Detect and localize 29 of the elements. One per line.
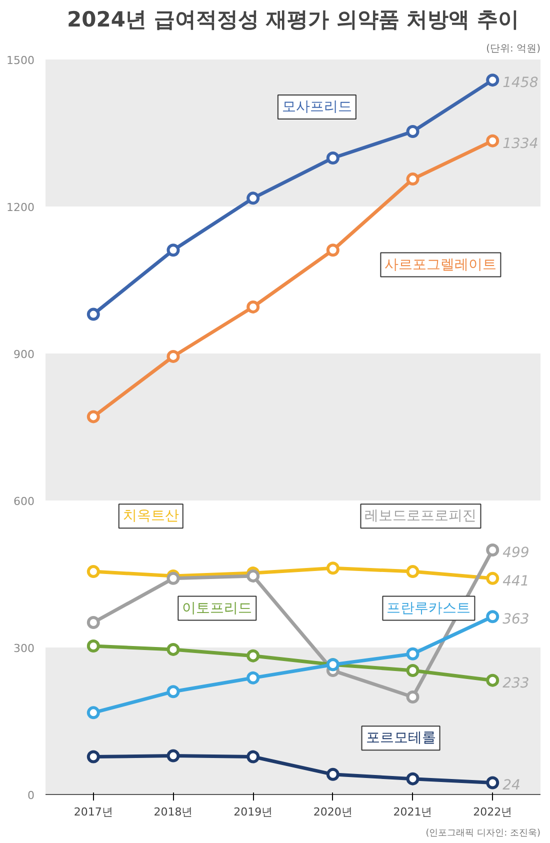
data-label: 363 [502, 612, 530, 628]
x-tick-label: 2020년 [313, 806, 352, 818]
text: 이토프리드 [182, 600, 252, 616]
data-label: 1334 [502, 136, 538, 152]
x-tick-label: 2018년 [154, 806, 193, 818]
chart-subtitle: (단위: 억원) [486, 44, 541, 54]
x-tick-label: 2022년 [473, 806, 512, 818]
text: 모사프리드 [282, 99, 352, 116]
series-label: 프란루카스트 [386, 600, 471, 616]
data-label: 441 [502, 573, 530, 590]
data-label: 24 [502, 778, 520, 794]
text: 사르포그렐레이트 [384, 256, 497, 273]
text: (인포그래픽 디자인: 조진욱) [426, 828, 541, 838]
x-tick-label: 2021년 [393, 806, 432, 818]
y-tick-label: 1200 [6, 201, 35, 214]
data-label: 1458 [502, 75, 538, 92]
y-tick-label: 1500 [6, 54, 35, 67]
data-label: 233 [502, 675, 530, 692]
y-tick-label: 0 [28, 789, 34, 802]
chart-title: 2024년 급여적정성 재평가 의약품 처방액 추이 [67, 8, 520, 32]
y-tick-label: 300 [14, 642, 35, 655]
x-tick-label: 2017년 [74, 806, 113, 818]
text: 포르모테롤 [366, 730, 436, 746]
series-label: 레보드로프로피진 [364, 508, 477, 524]
y-tick-label: 600 [14, 495, 35, 508]
y-tick-label: 900 [14, 348, 35, 361]
x-tick-label: 2019년 [234, 806, 273, 818]
text: 치옥트산 [122, 508, 179, 524]
data-label: 499 [502, 544, 530, 561]
